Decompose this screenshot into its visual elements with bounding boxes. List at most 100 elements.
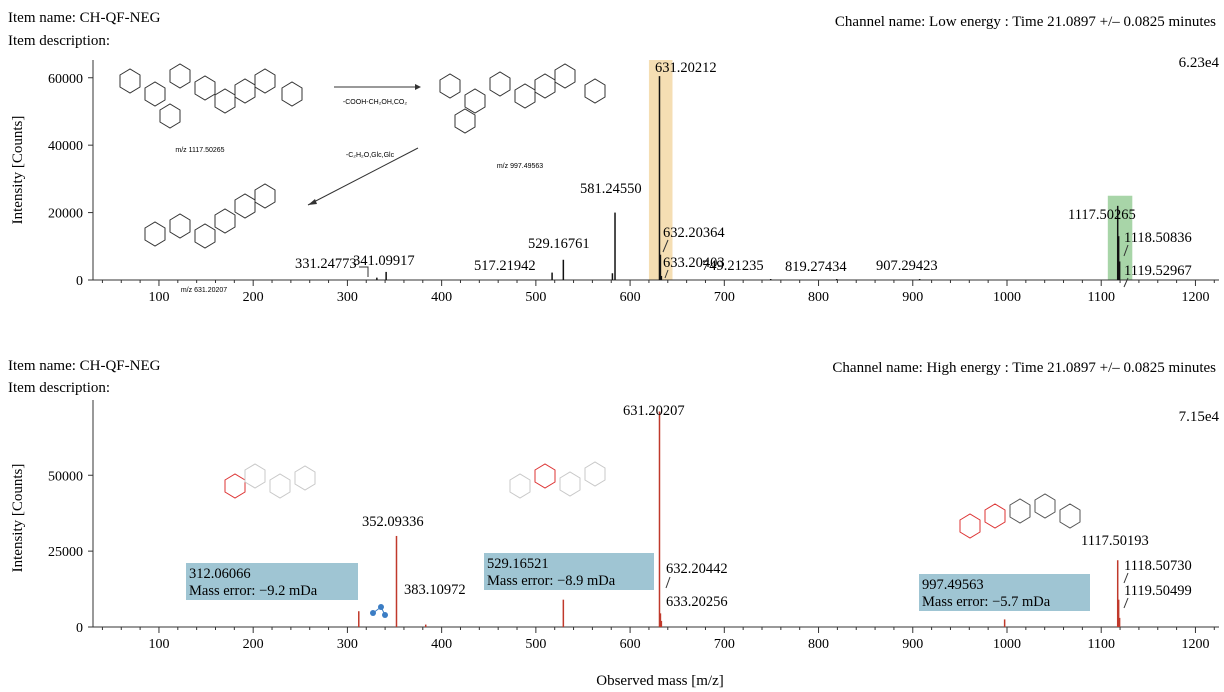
peak-label-high: 352.09336 (362, 514, 424, 530)
y-tick-label: 25000 (48, 545, 83, 560)
x-tick-label: 900 (902, 637, 923, 652)
mass-error-mz: 529.16521 (487, 556, 549, 572)
channel-name-1: Channel name: Low energy : Time 21.0897 … (835, 14, 1216, 30)
molecule-icon (370, 604, 388, 618)
loss-label-2: -C₂H₂O,Glc,Glc (346, 152, 395, 159)
peak-label-high: 631.20207 (623, 403, 685, 419)
scale-factor-2: 7.15e4 (1179, 409, 1220, 425)
x-tick-label: 300 (337, 290, 358, 305)
mass-error-box (484, 553, 654, 590)
item-description-2: Item description: (8, 380, 110, 396)
high-energy-plot: 100 200 300 400 500 600 700 800 900 1000 1100 1200 0… (48, 400, 1219, 652)
peak-label-low: 581.24550 (580, 181, 642, 197)
x-tick-label: 500 (525, 637, 546, 652)
x-axis-label: Observed mass [m/z] (596, 673, 723, 689)
peak-label-low: 632.20364 (663, 225, 725, 241)
peak-label-leader (665, 576, 671, 589)
x-tick-label: 600 (620, 637, 641, 652)
x-tick-label: 100 (148, 637, 169, 652)
mass-error-value: Mass error: −9.2 mDa (189, 583, 318, 599)
x-tick-label: 300 (337, 637, 358, 652)
mass-error-box (919, 574, 1090, 611)
structure-997-label: m/z 997.49563 (497, 163, 543, 170)
peak-label-leader (1123, 277, 1129, 288)
peak-label-low: 907.29423 (876, 258, 938, 274)
x-tick-label: 900 (902, 290, 923, 305)
peak-label-high: 632.20442 (666, 561, 728, 577)
fragment-structure-b (509, 461, 606, 499)
peak-label-leader (359, 266, 369, 277)
peak-label-leader (1123, 244, 1129, 257)
y-tick-label: 40000 (48, 139, 83, 154)
peak-label-leader (1123, 597, 1129, 609)
peak-label-high: 1117.50193 (1081, 533, 1149, 549)
structure-1117 (119, 63, 303, 129)
mass-error-mz: 312.06066 (189, 566, 251, 582)
x-tick-label: 700 (714, 290, 735, 305)
item-name-1: Item name: CH-QF-NEG (8, 10, 161, 26)
loss-label-1: -COOH-CH₂OH,CO₂ (343, 99, 407, 106)
y-tick-label: 60000 (48, 72, 83, 87)
x-tick-label: 500 (525, 290, 546, 305)
x-tick-label: 200 (243, 290, 264, 305)
arrow-2 (307, 147, 419, 206)
x-tick-label: 1000 (993, 290, 1021, 305)
fragment-structure-c (959, 493, 1081, 539)
mass-error-mz: 997.49563 (922, 577, 984, 593)
peak-label-high: 1119.50499 (1124, 583, 1192, 599)
x-tick-label: 100 (148, 290, 169, 305)
peak-label-low: 749.21235 (702, 258, 764, 274)
peak-label-low: 1119.52967 (1124, 263, 1192, 279)
fragment-structure-a (224, 463, 316, 499)
low-energy-plot: 100 200 300 400 500 600 700 800 900 1000 1100 1200 0… (48, 60, 1219, 305)
x-tick-label: 400 (431, 290, 452, 305)
structure-631-label: m/z 631.20207 (181, 287, 227, 294)
x-tick-label: 800 (808, 637, 829, 652)
peak-label-high: 633.20256 (666, 594, 728, 610)
arrow-2-head (308, 199, 317, 205)
mass-error-box (186, 563, 358, 600)
y-axis-label-2: Intensity [Counts] (10, 464, 26, 573)
peak-label-high: 1118.50730 (1124, 558, 1192, 574)
x-tick-label: 1100 (1087, 290, 1114, 305)
y-tick-label: 50000 (48, 469, 83, 484)
x-tick-label: 1000 (993, 637, 1021, 652)
peak-label-leader (662, 239, 669, 253)
structure-1117-label: m/z 1117.50265 (175, 147, 224, 154)
highlight-band-631 (648, 60, 673, 280)
peak-label-low: 631.20212 (655, 60, 717, 76)
x-tick-label: 800 (808, 290, 829, 305)
peak-label-low: 529.16761 (528, 236, 590, 252)
scale-factor-1: 6.23e4 (1179, 55, 1220, 71)
item-name-2: Item name: CH-QF-NEG (8, 358, 161, 374)
peak-label-low: 1117.50265 (1068, 207, 1136, 223)
arrow-1-head (415, 84, 421, 90)
y-tick-label: 20000 (48, 207, 83, 222)
channel-name-2: Channel name: High energy : Time 21.0897… (832, 360, 1216, 376)
x-tick-label: 600 (620, 290, 641, 305)
peak-label-low: 1118.50836 (1124, 230, 1192, 246)
x-tick-label: 1100 (1087, 637, 1114, 652)
x-tick-label: 1200 (1181, 290, 1209, 305)
mass-error-value: Mass error: −8.9 mDa (487, 573, 616, 589)
y-tick-label: 0 (76, 621, 83, 636)
peak-label-high: 383.10972 (404, 582, 466, 598)
peak-label-leader (664, 269, 669, 279)
peak-label-low: 819.27434 (785, 259, 847, 275)
structure-997 (439, 63, 606, 134)
x-tick-label: 200 (243, 637, 264, 652)
peak-label-low: 517.21942 (474, 258, 536, 274)
peak-label-low: 633.20403 (663, 255, 725, 271)
peak-label-low: 341.09917 (353, 253, 415, 269)
item-description-1: Item description: (8, 33, 110, 49)
x-tick-label: 400 (431, 637, 452, 652)
x-tick-label: 1200 (1181, 637, 1209, 652)
x-tick-label: 700 (714, 637, 735, 652)
mass-error-value: Mass error: −5.7 mDa (922, 594, 1051, 610)
peak-label-leader (1123, 572, 1129, 584)
y-tick-label: 0 (76, 274, 83, 289)
y-axis-label-1: Intensity [Counts] (10, 116, 26, 225)
structure-631 (144, 183, 276, 249)
peak-label-low: 331.24773 (295, 256, 357, 272)
